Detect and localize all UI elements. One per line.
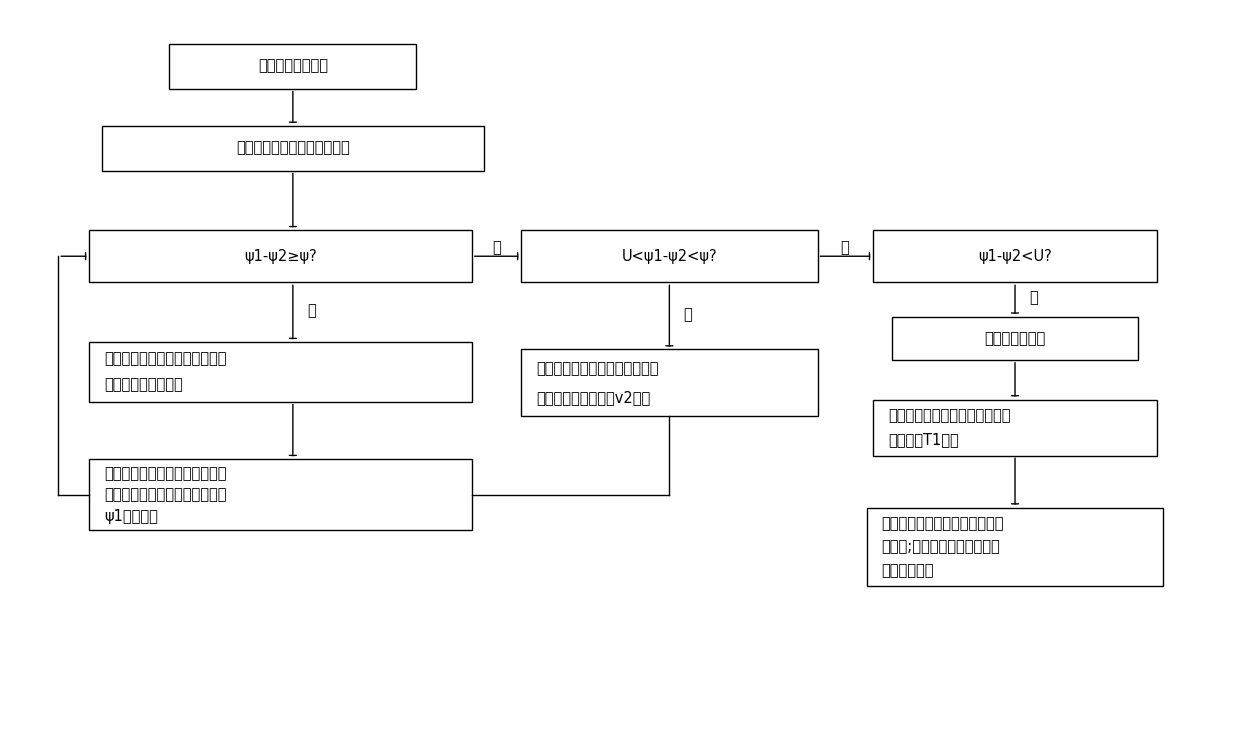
Bar (867, 508, 1163, 586)
Bar (873, 230, 1157, 282)
Text: 转速转动T1时间: 转速转动T1时间 (888, 433, 959, 448)
Text: 运行恒温除湿功能: 运行恒温除湿功能 (258, 59, 327, 74)
Text: 置全开;控制空调器关机，完成: 置全开;控制空调器关机，完成 (882, 539, 1001, 554)
Text: U<ψ1-ψ2<ψ?: U<ψ1-ψ2<ψ? (621, 249, 717, 264)
Bar (89, 342, 472, 402)
Text: ψ1-ψ2<U?: ψ1-ψ2<U? (978, 249, 1052, 264)
Text: 控制第一节流装置全开，调节第: 控制第一节流装置全开，调节第 (104, 466, 227, 481)
Text: 恒温除湿过程: 恒温除湿过程 (882, 563, 934, 578)
Text: 二节流装置的开度，对室内湿度: 二节流装置的开度，对室内湿度 (104, 487, 227, 502)
Text: ψ1进行调节: ψ1进行调节 (104, 508, 157, 523)
Text: 开启压缩机，并运行制冷模式: 开启压缩机，并运行制冷模式 (236, 140, 350, 155)
Text: 否: 否 (841, 240, 849, 255)
Text: 是: 是 (308, 303, 316, 318)
Bar (892, 317, 1138, 360)
Bar (170, 44, 417, 89)
Text: 控制压缩机停机: 控制压缩机停机 (985, 330, 1045, 345)
Bar (521, 349, 817, 417)
Text: ψ1-ψ2≥ψ?: ψ1-ψ2≥ψ? (244, 249, 317, 264)
Text: 控制第一换热器的出风朝上，第: 控制第一换热器的出风朝上，第 (104, 351, 227, 366)
Text: 控制第二风机停止转动，并控制: 控制第二风机停止转动，并控制 (536, 361, 658, 376)
Bar (873, 400, 1157, 456)
Text: 是: 是 (683, 307, 692, 322)
Text: 二换热器的出风朝下: 二换热器的出风朝下 (104, 377, 182, 392)
Bar (89, 230, 472, 282)
Text: 控制第一节流装置和第二节流装: 控制第一节流装置和第二节流装 (882, 516, 1004, 531)
Bar (102, 125, 484, 170)
Text: 第一风机以第二转速v2转动: 第一风机以第二转速v2转动 (536, 390, 650, 405)
Text: 否: 否 (492, 240, 501, 255)
Bar (89, 460, 472, 530)
Text: 是: 是 (1029, 291, 1038, 306)
Bar (521, 230, 817, 282)
Text: 控制第一风机和第二风机以第二: 控制第一风机和第二风机以第二 (888, 408, 1011, 423)
